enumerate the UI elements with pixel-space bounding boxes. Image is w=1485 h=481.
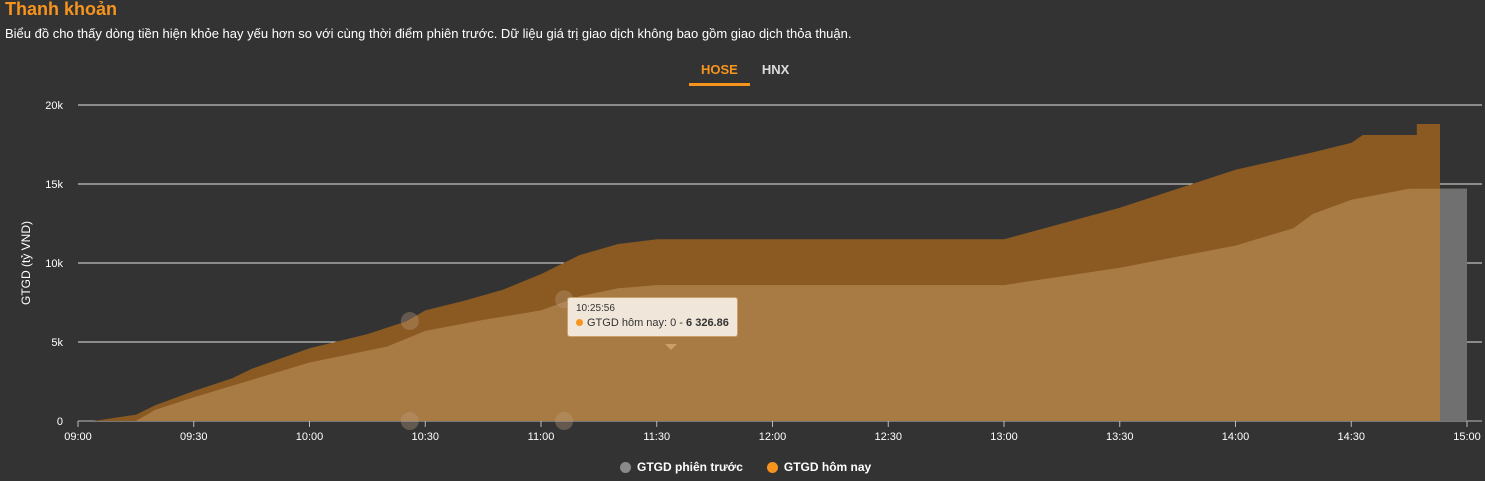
tooltip-arrow (665, 344, 677, 350)
hover-marker (400, 412, 419, 430)
x-tick-label: 10:30 (411, 431, 439, 443)
page-subtitle: Biểu đồ cho thấy dòng tiền hiện khỏe hay… (5, 26, 852, 41)
y-tick-label: 10k (45, 258, 63, 270)
page-title: Thanh khoản (5, 0, 117, 19)
y-tick-label: 5k (51, 337, 63, 349)
tooltip-label: GTGD hôm nay: 0 - (587, 317, 687, 329)
y-tick-label: 15k (45, 179, 63, 191)
legend-dot-previous-icon (620, 461, 631, 473)
x-tick-label: 11:00 (528, 431, 555, 443)
hover-marker (400, 312, 419, 331)
x-tick-label: 10:00 (296, 431, 324, 443)
x-tick-label: 12:00 (759, 431, 787, 443)
x-tick-label: 11:30 (643, 431, 670, 443)
tooltip-time: 10:25:56 (576, 303, 615, 314)
legend-label-today: GTGD hôm nay (783, 460, 872, 474)
legend-dot-today-icon (766, 461, 778, 473)
exchange-tabs: HOSE HNX (689, 60, 801, 86)
tooltip-dot-icon (576, 319, 583, 326)
chart-tooltip: 10:25:56 GTGD hôm nay: 0 - 6 326.86 (567, 297, 738, 337)
legend-item-previous[interactable]: GTGD phiên trước (620, 460, 743, 474)
x-tick-label: 15:00 (1453, 431, 1481, 443)
area-series-today (135, 188, 1467, 421)
x-tick-label: 13:30 (1106, 431, 1134, 443)
hover-marker (555, 412, 574, 430)
x-tick-label: 09:00 (64, 431, 92, 443)
y-axis-label: GTGD (tỷ VND) (19, 221, 33, 305)
x-tick-label: 09:30 (180, 431, 208, 443)
tooltip-value: 6 326.86 (686, 317, 729, 329)
x-tick-label: 14:00 (1222, 431, 1250, 443)
y-tick-label: 0 (57, 416, 63, 428)
legend-item-today[interactable]: GTGD hôm nay (766, 460, 872, 474)
x-tick-label: 13:00 (990, 431, 1018, 443)
chart-legend: GTGD phiên trước GTGD hôm nay (620, 460, 871, 474)
legend-label-previous: GTGD phiên trước (637, 460, 743, 474)
area-series-previous-tail (1439, 188, 1467, 421)
x-tick-label: 12:30 (874, 431, 902, 443)
y-tick-label: 20k (45, 100, 63, 112)
tab-hose[interactable]: HOSE (689, 60, 750, 86)
x-tick-label: 14:30 (1337, 431, 1365, 443)
tab-hnx[interactable]: HNX (761, 62, 790, 77)
